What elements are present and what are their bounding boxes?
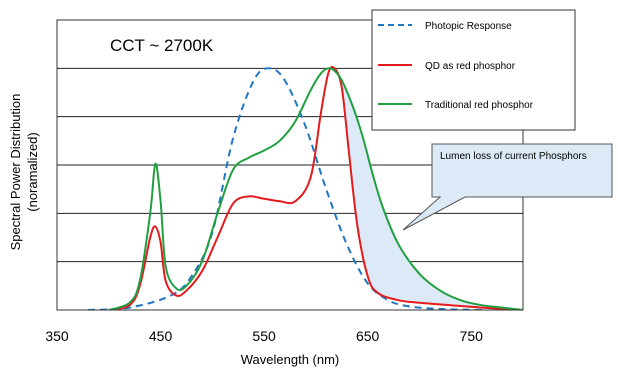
callout-shape [402,143,613,231]
legend: Photopic Response QD as red phosphor Tra… [371,9,576,131]
legend-label-photopic: Photopic Response [425,21,512,32]
x-tick-label-550: 550 [252,328,276,344]
legend-label-traditional: Traditional red phosphor [425,100,534,111]
cct-annotation: CCT ~ 2700K [110,36,214,55]
y-axis-label-line1: Spectral Power Distribution [8,94,23,251]
series-traditional-line [108,67,523,310]
y-axis-label-line2: (noramalized) [25,132,40,211]
lumen-loss-region [334,68,517,310]
x-tick-labels: 350 450 550 650 750 [45,328,483,344]
x-tick-label-650: 650 [356,328,380,344]
x-tick-label-750: 750 [460,328,484,344]
x-tick-label-350: 350 [45,328,69,344]
x-tick-label-450: 450 [149,328,173,344]
x-axis-label: Wavelength (nm) [241,352,340,367]
callout-label: Lumen loss of current Phosphors [440,151,587,162]
shaded-region-layer [334,68,517,310]
legend-label-qd: QD as red phosphor [425,61,516,72]
series-photopic-line [88,67,482,310]
legend-box [371,9,576,131]
series-qd-line [108,65,523,310]
series-layer [88,65,523,310]
